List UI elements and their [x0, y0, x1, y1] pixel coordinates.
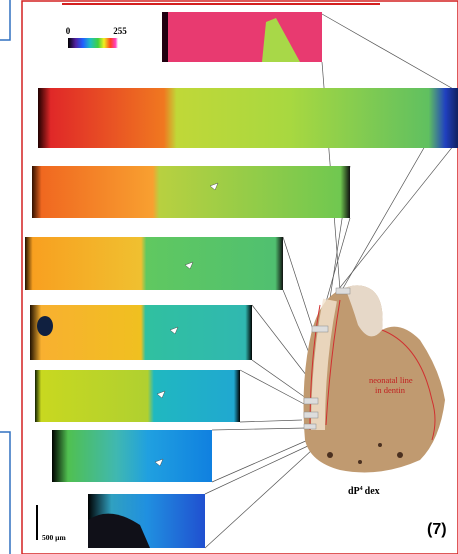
- annotation: in dentin: [375, 385, 406, 395]
- neighbor-frame: [0, 432, 10, 554]
- colorbar: [68, 38, 118, 48]
- scale-bar-label: 500 µm: [42, 533, 66, 542]
- strip: [162, 12, 322, 62]
- strip: [38, 88, 458, 148]
- colorbar-max: 255: [113, 26, 127, 36]
- neighbor-frame: [0, 0, 10, 40]
- panel-label: (7): [427, 521, 447, 538]
- colorbar-min: 0: [66, 26, 71, 36]
- annotation: neonatal line: [369, 375, 413, 385]
- strip: [52, 430, 212, 482]
- figure: 0 255 neonatal line in dentin dP4dex: [0, 0, 458, 554]
- strip: [25, 237, 283, 290]
- strip-edge: [162, 12, 168, 62]
- strip: [30, 305, 252, 360]
- strip: [35, 370, 240, 422]
- strip: [32, 166, 350, 218]
- strip-detail: [37, 316, 53, 336]
- page: 0 255 neonatal line in dentin dP4dex: [0, 0, 458, 554]
